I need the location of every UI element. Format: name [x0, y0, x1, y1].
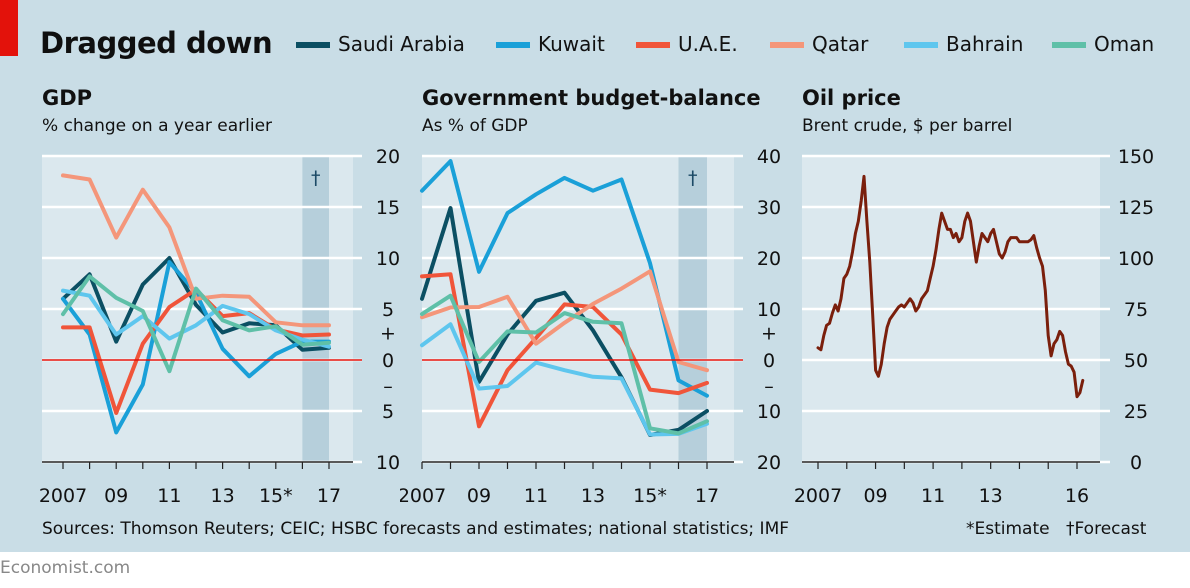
- oil-y-tick-label: 100: [1118, 248, 1154, 270]
- gdp-y-tick-label: 5: [382, 299, 394, 321]
- gdp-x-tick-label: 15*: [259, 485, 293, 507]
- gdp-chart: † 20 15 10 5 0 5 10 + – 2007 09 11 13 15* 17: [39, 146, 400, 507]
- budget-x-tick-label: 17: [695, 485, 719, 507]
- oil-y-tick-label: 0: [1130, 452, 1142, 474]
- oil-chart-subtitle: Brent crude, $ per barrel: [802, 116, 1013, 136]
- budget-y-tick-label: 0: [763, 350, 775, 372]
- oil-series-brent-crude: [816, 174, 1085, 399]
- gdp-x-tick-label: 2007: [39, 485, 87, 507]
- figure-title: Dragged down: [40, 26, 273, 60]
- legend-label: Saudi Arabia: [338, 32, 465, 56]
- legend-label: Bahrain: [946, 32, 1024, 56]
- budget-y-tick-label: 10: [757, 401, 781, 423]
- budget-y-tick-label: 20: [757, 452, 781, 474]
- gdp-minus-sign: –: [383, 376, 393, 398]
- oil-x-tick-label: 13: [979, 485, 1003, 507]
- budget-series-bahrain: [420, 322, 709, 437]
- gdp-x-tick-label: 17: [317, 485, 341, 507]
- budget-x-tick-label: 09: [467, 485, 491, 507]
- brand-label: Economist.com: [0, 558, 131, 578]
- legend-swatch: [496, 42, 530, 48]
- oil-x-tick-label: 09: [863, 485, 887, 507]
- budget-chart-title: Government budget-balance: [422, 86, 761, 110]
- gdp-y-tick-label: 15: [376, 197, 400, 219]
- gdp-x-tick-label: 11: [157, 485, 181, 507]
- budget-balance-chart: † 40 30 20 10 0 10 20 + – 2007 09 11 13 15* 17: [400, 146, 781, 507]
- gdp-plus-sign: +: [380, 323, 396, 345]
- gdp-y-tick-label: 5: [382, 401, 394, 423]
- estimate-note: *Estimate: [966, 519, 1050, 539]
- budget-chart-subtitle: As % of GDP: [422, 116, 528, 136]
- gdp-chart-title: GDP: [42, 86, 93, 110]
- legend-label: Oman: [1094, 32, 1155, 56]
- gdp-y-tick-label: 10: [376, 248, 400, 270]
- oil-x-tick-label: 11: [921, 485, 945, 507]
- budget-x-tick-label: 15*: [633, 485, 667, 507]
- oil-x-tick-label: 2007: [794, 485, 842, 507]
- gdp-chart-subtitle: % change on a year earlier: [42, 116, 273, 136]
- budget-y-tick-label: 30: [757, 197, 781, 219]
- legend-swatch: [770, 42, 804, 48]
- budget-y-tick-label: 40: [757, 146, 781, 168]
- oil-chart-title: Oil price: [802, 86, 901, 110]
- oil-price-chart: 150 125 100 75 50 25 0 2007 09 11 13 16: [794, 146, 1154, 507]
- gdp-forecast-mark: †: [311, 167, 321, 189]
- oil-y-tick-label: 50: [1124, 350, 1148, 372]
- budget-plus-sign: +: [761, 323, 777, 345]
- gdp-series-qatar: [61, 173, 331, 328]
- oil-y-tick-label: 25: [1124, 401, 1148, 423]
- legend-swatch: [904, 42, 938, 48]
- budget-series-oman: [420, 293, 709, 436]
- oil-y-tick-label: 125: [1118, 197, 1154, 219]
- budget-series-qatar: [420, 269, 709, 373]
- budget-y-tick-label: 20: [757, 248, 781, 270]
- budget-minus-sign: –: [764, 376, 774, 398]
- oil-x-tick-label: 16: [1065, 485, 1089, 507]
- legend-swatch: [636, 42, 670, 48]
- budget-x-tick-label: 2007: [400, 485, 446, 507]
- budget-series-u-a-e: [420, 272, 709, 429]
- oil-y-tick-label: 75: [1124, 299, 1148, 321]
- sources-note: Sources: Thomson Reuters; CEIC; HSBC for…: [42, 519, 790, 539]
- brand-red-tag: [0, 0, 18, 56]
- legend-swatch: [1052, 42, 1086, 48]
- legend-label: U.A.E.: [678, 32, 738, 56]
- legend-label: Qatar: [812, 32, 869, 56]
- budget-forecast-mark: †: [688, 167, 698, 189]
- oil-y-tick-label: 150: [1118, 146, 1154, 168]
- gdp-y-tick-label: 0: [382, 350, 394, 372]
- gdp-y-tick-label: 20: [376, 146, 400, 168]
- budget-x-tick-label: 13: [581, 485, 605, 507]
- budget-x-tick-label: 11: [524, 485, 548, 507]
- gdp-y-tick-label: 10: [376, 452, 400, 474]
- forecast-note: †Forecast: [1066, 519, 1147, 539]
- gdp-x-tick-label: 13: [211, 485, 235, 507]
- legend-swatch: [296, 42, 330, 48]
- gdp-x-tick-label: 09: [104, 485, 128, 507]
- gdp-series-oman: [61, 274, 331, 374]
- legend-label: Kuwait: [538, 32, 605, 56]
- budget-y-tick-label: 10: [757, 299, 781, 321]
